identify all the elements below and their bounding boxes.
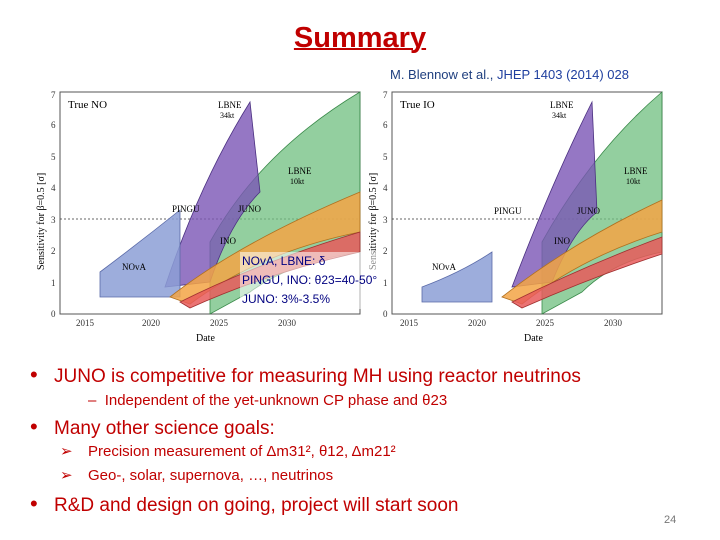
right-panel: True IO LBNE 34kt LBNE 10kt PINGU JUNO I… — [391, 91, 663, 315]
juno-band-left — [169, 191, 361, 305]
page-number: 24 — [664, 514, 677, 526]
lbne34-size-right: 34kt — [552, 111, 567, 120]
ino-band-right — [511, 236, 663, 309]
svg-text:5: 5 — [51, 152, 56, 162]
svg-text:6: 6 — [51, 120, 56, 130]
lbne10-size-right: 10kt — [626, 177, 641, 186]
svg-text:7: 7 — [51, 90, 56, 100]
reference-citation: M. Blennow et al., JHEP 1403 (2014) 028 — [390, 67, 629, 82]
lbne34-label-right: LBNE — [550, 100, 574, 110]
lbne34-label-left: LBNE — [218, 100, 242, 110]
svg-text:2015: 2015 — [76, 318, 95, 328]
lbne34-band-left — [164, 100, 261, 288]
nova-band-right — [421, 251, 493, 303]
juno-label-left: JUNO — [238, 204, 262, 214]
svg-text:4: 4 — [51, 183, 56, 193]
sub-bullet-geo-solar: ➢ Geo-, solar, supernova, …, neutrinos — [60, 467, 334, 484]
lbne10-label-left: LBNE — [288, 166, 312, 176]
right-x-axis-label: Date — [524, 333, 543, 344]
svg-text:3: 3 — [383, 215, 388, 225]
pingu-label-right: PINGU — [494, 206, 522, 216]
sub-bullet-cp-phase: – Independent of the yet-unknown CP phas… — [88, 392, 448, 409]
lbne10-size-left: 10kt — [290, 177, 305, 186]
sub-bullet-precision: ➢ Precision measurement of Δm31², θ12, Δm… — [60, 443, 396, 460]
figure-annotation: NOvA, LBNE: δ PINGU, INO: θ23=40-50° JUN… — [240, 252, 384, 309]
svg-text:2020: 2020 — [468, 318, 487, 328]
svg-text:2015: 2015 — [400, 318, 419, 328]
svg-text:2030: 2030 — [604, 318, 623, 328]
lbne34-size-left: 34kt — [220, 111, 235, 120]
nova-band-left — [99, 209, 181, 298]
svg-text:2: 2 — [383, 246, 388, 256]
left-y-ticks: 0 1 2 3 4 5 6 7 — [51, 90, 56, 319]
svg-text:2025: 2025 — [536, 318, 555, 328]
sensitivity-figure: True NO LBNE 34kt LBNE 10kt PINGU JUNO I… — [36, 90, 663, 344]
nova-label-left: NOvA — [122, 262, 146, 272]
juno-label-right: JUNO — [577, 206, 601, 216]
bullet-juno: • JUNO is competitive for measuring MH us… — [30, 362, 581, 387]
svg-text:2025: 2025 — [210, 318, 229, 328]
left-x-axis-label: Date — [196, 333, 215, 344]
lbne10-label-right: LBNE — [624, 166, 648, 176]
svg-text:5: 5 — [383, 152, 388, 162]
ino-label-right: INO — [554, 236, 570, 246]
right-x-ticks: 2015 2020 2025 2030 — [400, 318, 623, 328]
svg-text:2: 2 — [51, 246, 56, 256]
bullet-rnd: • R&D and design on going, project will s… — [30, 491, 459, 516]
left-panel-label: True NO — [68, 99, 107, 111]
svg-text:0: 0 — [51, 309, 56, 319]
svg-text:6: 6 — [383, 120, 388, 130]
svg-text:2020: 2020 — [142, 318, 161, 328]
left-x-ticks: 2015 2020 2025 2030 — [76, 318, 297, 328]
svg-text:3: 3 — [51, 215, 56, 225]
right-y-axis-label: Sensitivity for β=0.5 [σ] — [368, 173, 379, 270]
bullet-science-goals: • Many other science goals: — [30, 414, 275, 439]
svg-text:2030: 2030 — [278, 318, 297, 328]
svg-text:4: 4 — [383, 183, 388, 193]
left-y-axis-label: Sensitivity for β=0.5 [σ] — [36, 173, 47, 270]
right-y-ticks: 0 1 2 3 4 5 6 7 — [383, 90, 388, 319]
nova-label-right: NOvA — [432, 262, 456, 272]
right-panel-label: True IO — [400, 99, 435, 111]
juno-band-right — [501, 199, 663, 305]
svg-text:0: 0 — [383, 309, 388, 319]
ino-label-left: INO — [220, 236, 236, 246]
svg-text:1: 1 — [51, 278, 56, 288]
pingu-label-left: PINGU — [172, 204, 200, 214]
svg-text:1: 1 — [383, 278, 388, 288]
page-title: Summary — [293, 22, 427, 54]
svg-text:7: 7 — [383, 90, 388, 100]
